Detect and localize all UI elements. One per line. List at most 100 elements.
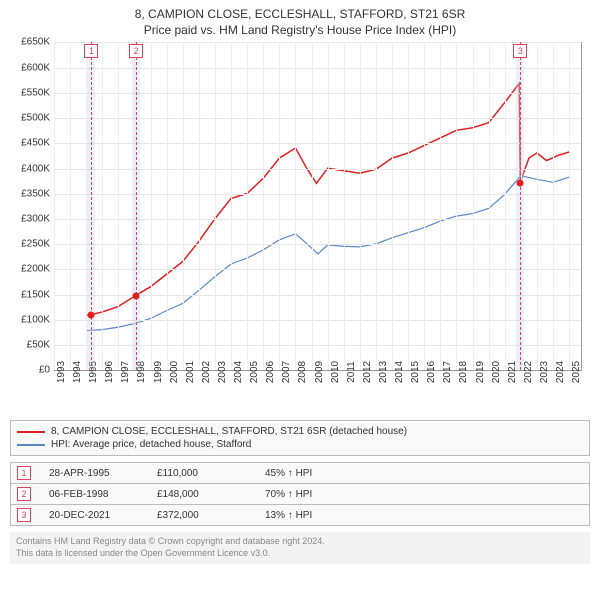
x-axis-label: 2014 [392,361,405,383]
marker-row: 320-DEC-2021£372,00013% ↑ HPI [10,505,590,526]
sale-point [88,311,95,318]
x-gridline [424,42,425,370]
x-gridline [183,42,184,370]
x-gridline [263,42,264,370]
marker-row-hpi-delta: 13% ↑ HPI [265,510,355,521]
footer-line2: This data is licensed under the Open Gov… [16,548,584,560]
x-axis-label: 2000 [167,361,180,383]
x-gridline [569,42,570,370]
x-axis-label: 2023 [537,361,550,383]
y-axis-label: £550K [21,87,54,98]
title-address: 8, CAMPION CLOSE, ECCLESHALL, STAFFORD, … [10,6,590,22]
marker-row-price: £148,000 [157,489,247,500]
x-axis-label: 2011 [344,362,357,384]
x-axis-label: 2017 [440,361,453,383]
x-gridline [553,42,554,370]
chart-titles: 8, CAMPION CLOSE, ECCLESHALL, STAFFORD, … [10,6,590,38]
marker-row-number: 2 [17,487,31,501]
footer-line1: Contains HM Land Registry data © Crown c… [16,536,584,548]
chart-area: £0£50K£100K£150K£200K£250K£300K£350K£400… [54,42,582,392]
marker-vline [91,42,92,370]
x-axis-label: 2006 [263,361,276,383]
footer: Contains HM Land Registry data © Crown c… [10,532,590,563]
plot-right-border [581,42,582,370]
x-axis-label: 2009 [312,361,325,383]
marker-row-price: £110,000 [157,468,247,479]
legend-label: HPI: Average price, detached house, Staf… [51,439,251,450]
x-axis-label: 2007 [279,361,292,383]
legend-row: 8, CAMPION CLOSE, ECCLESHALL, STAFFORD, … [17,425,583,438]
x-axis-label: 2004 [231,361,244,383]
x-gridline [505,42,506,370]
x-gridline [489,42,490,370]
x-gridline [440,42,441,370]
marker-row-number: 1 [17,466,31,480]
x-axis-label: 1999 [151,361,164,383]
marker-vline [136,42,137,370]
y-axis-label: £250K [21,239,54,250]
x-gridline [376,42,377,370]
y-axis-label: £150K [21,289,54,300]
legend-swatch [17,431,45,433]
markers-table: 1 28-APR-1995 £110,000 45% ↑ HPI 2 06-FEB-199… [10,462,590,526]
x-axis-label: 2010 [328,361,341,383]
x-gridline [456,42,457,370]
y-axis-label: £650K [21,37,54,48]
sale-point [517,179,524,186]
y-axis-label: £600K [21,62,54,73]
x-gridline [247,42,248,370]
y-axis-label: £500K [21,113,54,124]
x-axis-label: 2005 [247,361,260,383]
x-gridline [279,42,280,370]
plot-area: £0£50K£100K£150K£200K£250K£300K£350K£400… [54,42,582,370]
y-axis-label: £350K [21,188,54,199]
x-axis-label: 1993 [54,361,67,383]
y-axis-label: £200K [21,264,54,275]
marker-row: 1 28-APR-1995 £110,000 45% ↑ HPI [10,462,590,484]
x-axis-label: 2020 [489,361,502,383]
marker-row: 206-FEB-1998£148,00070% ↑ HPI [10,484,590,505]
x-gridline [473,42,474,370]
x-gridline [54,42,55,370]
x-axis-label: 1994 [70,361,83,383]
marker-row-price: £372,000 [157,510,247,521]
x-gridline [408,42,409,370]
x-gridline [312,42,313,370]
x-axis-label: 1997 [118,361,131,383]
x-axis-label: 1996 [102,361,115,383]
x-axis-label: 2003 [215,361,228,383]
x-gridline [537,42,538,370]
marker-row-date: 20-DEC-2021 [49,510,139,521]
x-gridline [215,42,216,370]
x-gridline [360,42,361,370]
marker-number-box: 2 [129,44,143,58]
marker-row-date: 28-APR-1995 [49,468,139,479]
chart-container: 8, CAMPION CLOSE, ECCLESHALL, STAFFORD, … [0,0,600,590]
y-axis-label: £0 [39,365,54,376]
marker-vline [520,42,521,370]
marker-row-hpi-delta: 45% ↑ HPI [265,468,355,479]
x-axis-label: 2012 [360,361,373,383]
y-axis-label: £50K [27,340,54,351]
legend-row: HPI: Average price, detached house, Staf… [17,438,583,451]
legend-swatch [17,444,45,446]
sale-point [133,292,140,299]
y-axis-label: £100K [21,314,54,325]
x-gridline [199,42,200,370]
legend: 8, CAMPION CLOSE, ECCLESHALL, STAFFORD, … [10,420,590,456]
x-gridline [295,42,296,370]
x-gridline [118,42,119,370]
y-axis-label: £450K [21,138,54,149]
x-gridline [231,42,232,370]
x-axis-label: 2008 [295,361,308,383]
x-axis-label: 2013 [376,361,389,383]
x-axis-label: 2019 [473,361,486,383]
x-axis-label: 2001 [183,361,196,383]
legend-label: 8, CAMPION CLOSE, ECCLESHALL, STAFFORD, … [51,426,407,437]
x-gridline [167,42,168,370]
x-axis-label: 2015 [408,361,421,383]
marker-row-date: 06-FEB-1998 [49,489,139,500]
x-gridline [151,42,152,370]
x-axis-label: 2016 [424,361,437,383]
marker-number-box: 1 [84,44,98,58]
